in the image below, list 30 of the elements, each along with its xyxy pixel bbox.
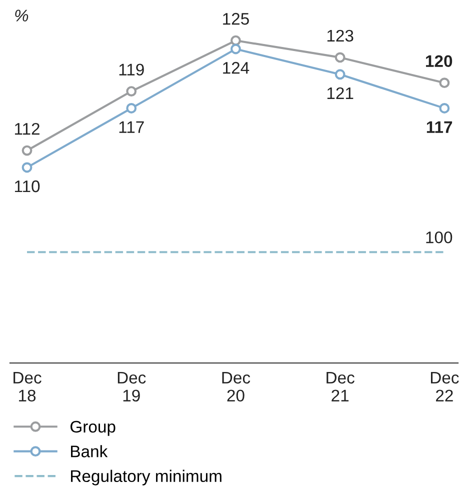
legend-label: Group	[70, 420, 116, 436]
data-label: 110	[14, 180, 40, 192]
data-label: 121	[327, 87, 354, 99]
x-tick-label: Dec 19	[118, 372, 146, 402]
data-label: 100	[426, 231, 452, 244]
y-axis-title: %	[15, 10, 28, 22]
x-tick-label: Dec 21	[326, 372, 354, 402]
x-tick-label: Dec 18	[14, 372, 42, 402]
point	[334, 52, 346, 63]
x-tick-label: Dec 20	[222, 372, 250, 402]
data-label: 117	[426, 121, 452, 133]
point	[230, 35, 241, 46]
data-label: 124	[223, 62, 250, 74]
point	[126, 103, 137, 114]
legend-label: Bank	[71, 445, 108, 458]
data-label: 123	[327, 30, 354, 42]
point	[22, 162, 32, 173]
point	[439, 78, 450, 88]
point	[439, 103, 450, 114]
legend-label: Regulatory minimum	[71, 470, 222, 486]
data-label: 119	[119, 64, 144, 76]
point	[230, 44, 241, 54]
point	[334, 69, 346, 80]
point	[126, 86, 137, 97]
data-label: 125	[223, 12, 249, 25]
data-label: 112	[14, 122, 40, 135]
x-tick-label: Dec 22	[430, 372, 459, 402]
point	[22, 145, 32, 156]
data-label: 120	[426, 55, 452, 68]
data-label: 117	[119, 121, 144, 133]
